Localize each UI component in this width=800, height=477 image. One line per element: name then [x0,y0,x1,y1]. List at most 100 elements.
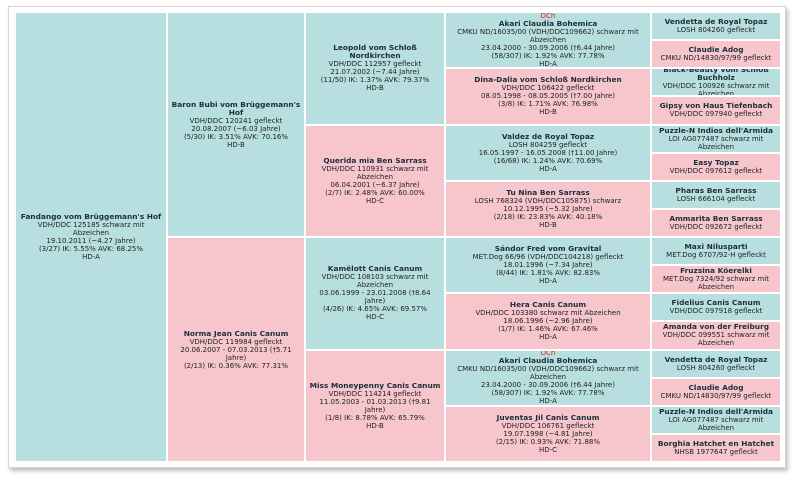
dog-name[interactable]: Sándor Fred vom Gravital [494,244,602,254]
gen3-cell[interactable]: Kamëlott Canis Canum VDH/DDC 108103 schwa… [305,237,445,350]
gen5-cell[interactable]: Gipsy von Haus Tiefenbach VDH/DDC 097940 … [651,96,781,125]
dog-detail: HD-B [539,108,557,117]
gen4-cell[interactable]: Juventas Jil Canis Canum VDH/DDC 106761 g… [445,405,651,462]
dog-detail: (3/27) IK: 5.55% AVK: 68.25% [38,245,144,253]
gen3-cell[interactable]: Miss Moneypenny Canis Canum VDH/DDC 11421… [305,349,445,462]
dog-detail: LOI AG077487 schwarz mit Abzeichen [668,134,764,151]
dog-name[interactable]: Vendetta de Royal Topaz [664,17,768,27]
dam-cell[interactable]: Norma Jean Canis Canum VDH/DDC 119984 gef… [167,237,305,462]
sire-cell[interactable]: Baron Bubi vom Brüggemann's Hof VDH/DDC 1… [167,12,305,237]
gen5-cell[interactable]: Easy Topaz VDH/DDC 097612 gefleckt [651,152,781,181]
dog-detail: 03.06.1999 - 23.01.2008 (†8.64 Jahre) [319,289,431,306]
dog-name[interactable]: Akari Claudia Bohemica [498,18,598,28]
dog-detail: VDH/DDC 108103 schwarz mit Abzeichen [321,273,429,290]
dog-name[interactable]: Fruzsina Köerelki [680,266,752,276]
dog-name[interactable]: Amanda von der Freiburg [662,322,770,332]
gen5-cell[interactable]: Borghia Hatchet en Hatchet NHSB 1977647 g… [651,433,781,462]
dog-name[interactable]: Maxi Nilusparti [684,242,748,252]
dog-detail: 20.08.2007 (~6.03 Jahre) [191,124,281,133]
dog-detail: 23.04.2000 - 30.09.2006 (†6.44 Jahre) [481,381,615,390]
dog-detail: VDH/DDC 119984 gefleckt [189,337,283,346]
dog-name[interactable]: Baron Bubi vom Brüggemann's Hof [171,99,301,117]
dog-detail: (58/307) IK: 1.92% AVK: 77.78% [491,51,605,60]
gen4-cell[interactable]: Tu Nina Ben Sarrass LOSH 768324 (VDH/DDC1… [445,180,651,237]
dog-name[interactable]: Querida mia Ben Sarrass [323,155,427,165]
dog-detail: LOSH 768324 (VDH/DDC105875) schwarz [474,196,622,205]
dog-detail: LOSH 804259 gefleckt [508,140,588,149]
dog-detail: HD-B [366,84,384,93]
gen5-cell[interactable]: Vendetta de Royal Topaz LOSH 804260 gefle… [651,12,781,41]
gen5-cell[interactable]: Puzzle-N Indios dell'Armida LOI AG077487 … [651,124,781,153]
gen3-cell[interactable]: Querida mia Ben Sarrass VDH/DDC 110931 sc… [305,124,445,237]
dog-name[interactable]: Claudie Adog [688,45,744,55]
dog-name[interactable]: Fidelius Canis Canum [671,298,761,308]
dog-name[interactable]: Dina-Dalia vom Schloß Nordkirchen [474,75,622,85]
dog-detail: MET.Dog 6707/92-H gefleckt [666,251,766,260]
dog-detail: (11/50) IK: 1.37% AVK: 79.37% [320,76,430,85]
gen3-cell[interactable]: Leopold vom Schloß Nordkirchen VDH/DDC 11… [305,12,445,125]
dog-detail: 16.05.1997 - 16.05.2008 (†11.00 Jahre) [478,148,618,157]
dog-detail: VDH/DDC 103380 schwarz mit Abzeichen [475,309,621,318]
gen5-cell[interactable]: Claudie Adog CMKU ND/14830/97/99 gefleckt [651,377,781,406]
gen5-cell[interactable]: Claudie Adog CMKU ND/14830/97/99 gefleckt [651,40,781,69]
dog-name[interactable]: Fandango vom Brüggemann's Hof [20,212,162,221]
subject-cell[interactable]: Fandango vom Brüggemann's Hof VDH/DDC 125… [15,12,167,462]
dog-name[interactable]: Tu Nina Ben Sarrass [506,187,590,197]
dog-detail: 18.06.1996 (~2.96 Jahre) [503,317,593,326]
dog-name[interactable]: Puzzle-N Indios dell'Armida [658,125,774,135]
dog-name[interactable]: Claudie Adog [688,382,744,392]
dog-detail: HD-A [539,333,557,342]
dog-name[interactable]: Gipsy von Haus Tiefenbach [659,101,773,111]
dog-name[interactable]: Norma Jean Canis Canum [183,328,289,338]
dog-detail: LOSH 804260 gefleckt [676,26,756,35]
dog-detail: (2/7) IK: 2.48% AVK: 60.00% [325,188,425,197]
dog-detail: VDH/DDC 100926 schwarz mit Abzeichen [662,82,770,97]
gen4-cell[interactable]: Sándor Fred vom Gravital MET.Dog 66/96 (V… [445,237,651,294]
dog-detail: LOI AG077487 schwarz mit Abzeichen [668,415,764,432]
dog-name[interactable]: Akari Claudia Bohemica [498,356,598,366]
gen5-cell[interactable]: Fruzsina Köerelki MET.Dog 7324/92 schwarz… [651,265,781,294]
dog-name[interactable]: Ammarita Ben Sarrass [669,213,763,223]
dog-detail: 06.04.2001 (~6.37 Jahre) [330,180,420,189]
dog-name[interactable]: Miss Moneypenny Canis Canum [309,380,441,390]
dog-detail: 20.06.2007 - 07.03.2013 (†5.71 Jahre) [180,345,292,362]
dog-name[interactable]: Valdez de Royal Topaz [501,131,595,141]
dog-name[interactable]: Hera Canis Canum [509,300,587,310]
gen4-cell[interactable]: Hera Canis Canum VDH/DDC 103380 schwarz m… [445,293,651,350]
gen5-cell[interactable]: Amanda von der Freiburg VDH/DDC 099551 sc… [651,321,781,350]
dog-name[interactable]: Juventas Jil Canis Canum [496,412,600,422]
dog-detail: VDH/DDC 106761 gefleckt [501,421,595,430]
dog-detail: MET.Dog 66/96 (VDH/DDC104218) gefleckt [472,253,624,262]
dog-detail: VDH/DDC 120241 gefleckt [189,116,283,125]
dog-detail: VDH/DDC 110931 schwarz mit Abzeichen [321,164,429,181]
gen5-cell[interactable]: Black-Beauty vom Schloß Buchholz VDH/DDC … [651,68,781,97]
gen5-cell[interactable]: Ammarita Ben Sarrass VDH/DDC 092672 gefle… [651,208,781,237]
gen5-cell[interactable]: Puzzle-N Indios dell'Armida LOI AG077487 … [651,405,781,434]
dog-detail: 18.01.1996 (~7.34 Jahre) [503,261,593,270]
dog-name[interactable]: Vendetta de Royal Topaz [664,354,768,364]
dog-name[interactable]: Leopold vom Schloß Nordkirchen [333,43,417,61]
gen4-cell[interactable]: Valdez de Royal Topaz LOSH 804259 gefleck… [445,124,651,181]
dog-detail: CMKU ND/14830/97/99 gefleckt [660,391,772,400]
gen4-cell[interactable]: DCh Akari Claudia Bohemica CMKU ND/16035/0… [445,349,651,406]
dog-name[interactable]: Borghia Hatchet en Hatchet [657,438,775,448]
gen4-cell[interactable]: Dina-Dalia vom Schloß Nordkirchen VDH/DDC… [445,68,651,125]
dog-name[interactable]: Kamëlott Canis Canum [327,264,423,274]
gen5-cell[interactable]: Pharas Ben Sarrass LOSH 666104 gefleckt [651,180,781,209]
dog-detail: NHSB 1977647 gefleckt [674,447,758,456]
dog-name[interactable]: Easy Topaz [693,157,739,167]
gen5-cell[interactable]: Maxi Nilusparti MET.Dog 6707/92-H gefleck… [651,237,781,266]
dog-name[interactable]: Puzzle-N Indios dell'Armida [658,406,774,416]
dog-detail: LOSH 804260 gefleckt [676,363,756,372]
gen4-cell[interactable]: DCh Akari Claudia Bohemica CMKU ND/16035/0… [445,12,651,69]
dog-detail: HD-B [227,140,245,149]
dog-detail: (2/15) IK: 0.93% AVK: 71.88% [495,437,601,446]
dog-name[interactable]: Black-Beauty vom Schloß Buchholz [663,68,769,83]
dog-detail: VDH/DDC 097918 gefleckt [669,307,763,316]
gen5-cell[interactable]: Vendetta de Royal Topaz LOSH 804260 gefle… [651,349,781,378]
dog-name[interactable]: Pharas Ben Sarrass [675,185,757,195]
gen5-cell[interactable]: Fidelius Canis Canum VDH/DDC 097918 gefle… [651,293,781,322]
dog-detail: MET.Dog 7324/92 schwarz mit Abzeichen [662,275,769,292]
dog-detail: VDH/DDC 097612 gefleckt [669,166,763,175]
dog-detail: VDH/DDC 112957 gefleckt [328,60,422,69]
